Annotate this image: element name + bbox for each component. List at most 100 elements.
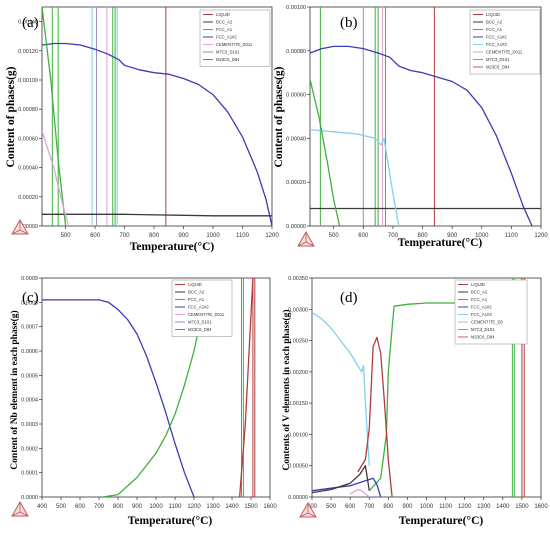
plot-area <box>310 7 541 226</box>
series-line-fcc-a1 <box>368 302 503 492</box>
x-tick-label: 700 <box>94 504 105 510</box>
panel-label: (c) <box>22 290 39 306</box>
x-axis-label: Temperature(°C) <box>128 515 213 527</box>
x-tick-label: 1100 <box>169 504 183 510</box>
legend-label: FCC_A1#2 <box>216 35 237 40</box>
y-tick-label: 0.00060 <box>286 93 306 99</box>
y-tick-label: 0.00060 <box>18 136 38 142</box>
logo-stroke <box>299 512 309 518</box>
legend-box <box>199 9 271 67</box>
y-tick-label: 0.00200 <box>288 370 308 376</box>
legend: LIQUID BCC_A2 FCC_A1 FCC_A1#2 CEMENTITE_D011… <box>171 279 233 337</box>
legend-label: M7C3_D101 <box>486 57 510 62</box>
plot-frame <box>41 277 271 498</box>
y-tick-label: 0.00100 <box>288 432 308 438</box>
y-tick-label: 0.0007 <box>21 325 38 331</box>
logo-stroke <box>305 241 315 247</box>
y-tick-label: 0.00000 <box>288 495 308 501</box>
x-axis-ticks: 500 600 700 800 900 1000 1100 1200 <box>329 226 548 239</box>
series-line-cementite-d0 <box>349 488 370 497</box>
x-tick-label: 600 <box>345 504 356 510</box>
x-tick-label: 900 <box>402 504 413 510</box>
y-axis-label: Content of Nb element in each phase(g) <box>9 310 20 469</box>
thermocalc-logo-icon <box>299 501 317 518</box>
y-tick-label: 0.0003 <box>21 422 38 428</box>
y-tick-label: 0.0008 <box>21 300 38 306</box>
legend-label: FCC_A1 <box>188 297 205 302</box>
legend-label: FCC_A1#3 <box>471 312 492 317</box>
legend-label: LIQUID <box>188 282 202 287</box>
logo-stroke <box>19 511 29 517</box>
legend-label: FCC_A1#2 <box>486 35 507 40</box>
x-tick-label: 600 <box>75 504 86 510</box>
series-line-cementite-d011 <box>42 130 70 226</box>
x-tick-label: 1300 <box>477 504 491 510</box>
legend-label: LIQUID <box>471 282 485 287</box>
x-tick-label: 1000 <box>420 504 434 510</box>
y-axis-label: Content of phases(g) <box>5 66 17 167</box>
x-axis-label: Temperature(°C) <box>398 237 483 249</box>
logo-stroke <box>19 229 29 235</box>
legend-label: M23C6_D84 <box>216 57 240 62</box>
x-tick-label: 500 <box>326 504 337 510</box>
y-axis-ticks: 0.0000 0.0001 0.0002 0.0003 0.0004 0.0005 0.00… <box>21 276 42 501</box>
y-tick-label: 0.0002 <box>21 446 38 452</box>
y-axis-ticks: 0.00000 0.00050 0.00100 0.00150 0.00200 0.002… <box>288 276 312 501</box>
x-tick-label: 1200 <box>187 504 201 510</box>
y-axis-label: Contents of V elements in each phase(g) <box>281 309 292 470</box>
panel-label: (b) <box>340 15 358 31</box>
panel-d: 400 500 600 700 800 900 1000 1100 1200 1300 1400 15… <box>281 276 548 527</box>
y-tick-label: 0.00150 <box>288 401 308 407</box>
y-tick-label: 0.00100 <box>18 78 38 84</box>
x-tick-label: 1100 <box>236 233 250 239</box>
y-tick-label: 0.0009 <box>21 276 38 282</box>
x-tick-label: 700 <box>120 233 131 239</box>
legend-label: M23C6_D84 <box>471 335 495 340</box>
y-tick-label: 0.0001 <box>21 471 38 477</box>
y-tick-label: 0.00140 <box>18 20 38 26</box>
legend-label: BCC_A2 <box>486 20 503 25</box>
y-tick-label: 0.00000 <box>18 224 38 230</box>
thermocalc-logo-icon <box>11 500 29 517</box>
x-tick-label: 1600 <box>263 504 277 510</box>
x-tick-label: 1100 <box>505 233 519 239</box>
x-tick-label: 500 <box>329 233 340 239</box>
x-tick-label: 900 <box>179 233 190 239</box>
x-tick-label: 500 <box>61 233 72 239</box>
series-line-bcc-a2 <box>312 465 370 494</box>
series-line-fcc-a1-3 <box>310 128 400 226</box>
x-tick-label: 900 <box>132 504 143 510</box>
legend-label: CEMENTITE_D011 <box>486 50 523 55</box>
panel-label: (a) <box>22 15 39 31</box>
plot-area <box>42 278 256 497</box>
y-tick-label: 0.0005 <box>21 373 38 379</box>
y-tick-label: 0.00250 <box>288 339 308 345</box>
panel-a: 500 600 700 800 900 1000 1100 1200 0.00000 0.0002… <box>5 6 279 253</box>
legend: LIQUID BCC_A2 FCC_A1 FCC_A1#2 CEMENTITE_D011… <box>199 9 271 67</box>
legend-label: FCC_A1 <box>216 27 233 32</box>
legend-label: CEMENTITE_D011 <box>216 42 253 47</box>
y-tick-label: 0.00300 <box>288 307 308 313</box>
x-tick-label: 700 <box>364 504 375 510</box>
series-line-bcc-a2 <box>42 213 272 217</box>
x-tick-label: 1200 <box>458 504 472 510</box>
x-tick-label: 1200 <box>534 233 548 239</box>
legend-label: BCC_A2 <box>216 20 233 25</box>
series-line-fcc-a1 <box>102 307 205 497</box>
x-tick-label: 1000 <box>475 233 489 239</box>
x-tick-label: 1200 <box>265 233 279 239</box>
x-tick-label: 1400 <box>496 504 510 510</box>
x-tick-label: 1400 <box>225 504 239 510</box>
legend-label: FCC_A1 <box>471 297 488 302</box>
y-axis-label: Content of phases(g) <box>273 66 285 167</box>
legend-label: M23C6_D84 <box>486 65 510 70</box>
y-tick-label: 0.00020 <box>18 195 38 201</box>
series-line-m23c6-d84 <box>357 336 393 497</box>
thermocalc-logo-icon <box>297 230 315 247</box>
y-tick-label: 0.00100 <box>286 5 306 11</box>
legend-label: FCC_A1#2 <box>188 305 209 310</box>
legend-label: FCC_A1#3 <box>486 42 507 47</box>
y-tick-label: 0.00080 <box>286 49 306 55</box>
y-tick-label: 0.00000 <box>286 224 306 230</box>
